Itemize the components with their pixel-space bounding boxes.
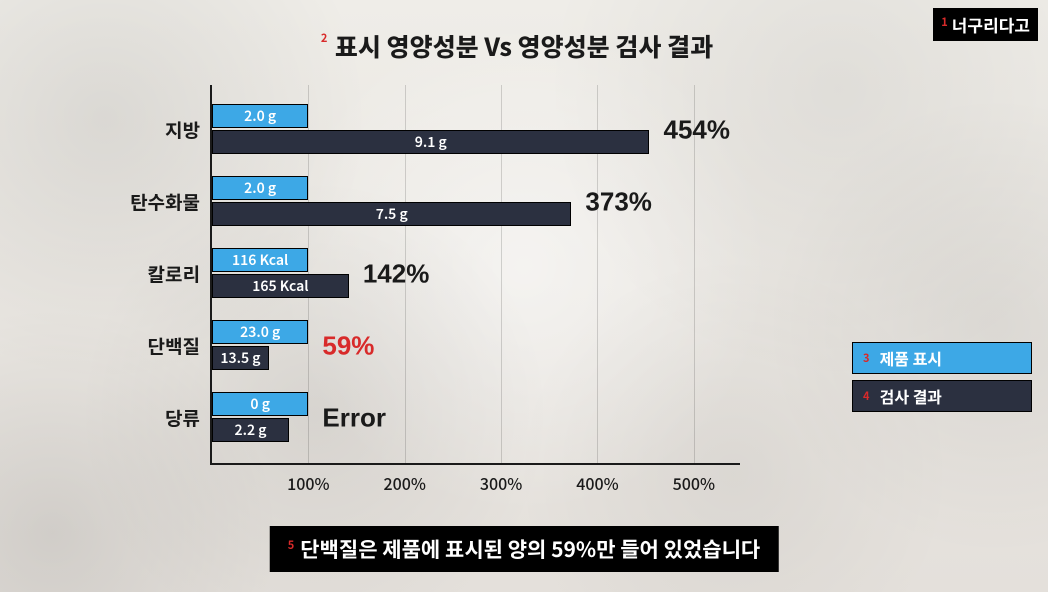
bar-labeled: 0 g xyxy=(212,392,308,416)
bar-tested: 7.5 g xyxy=(212,202,571,226)
caption-text: 단백질은 제품에 표시된 양의 59%만 들어 있었습니다 xyxy=(300,534,760,564)
x-tick-label: 500% xyxy=(673,471,715,495)
bar-labeled: 23.0 g xyxy=(212,320,308,344)
legend-marker: 3 xyxy=(863,350,870,366)
percent-label: 373% xyxy=(585,187,652,218)
chart-row: 당류0 g2.2 gError xyxy=(212,388,740,448)
category-label: 칼로리 xyxy=(80,261,200,288)
caption-bar: 5 단백질은 제품에 표시된 양의 59%만 들어 있었습니다 xyxy=(270,526,779,572)
bar-tested: 165 Kcal xyxy=(212,274,349,298)
chart-row: 지방2.0 g9.1 g454% xyxy=(212,100,740,160)
legend-label: 제품 표시 xyxy=(880,346,943,370)
x-tick-label: 200% xyxy=(384,471,426,495)
x-tick-label: 300% xyxy=(480,471,522,495)
bar-labeled: 2.0 g xyxy=(212,176,308,200)
bar-tested: 13.5 g xyxy=(212,346,269,370)
bar-labeled: 2.0 g xyxy=(212,104,308,128)
legend-item: 4 검사 결과 xyxy=(852,380,1032,412)
chart-row: 탄수화물2.0 g7.5 g373% xyxy=(212,172,740,232)
percent-label: 454% xyxy=(663,115,730,146)
percent-label: Error xyxy=(322,403,386,434)
bar-tested: 2.2 g xyxy=(212,418,289,442)
x-tick-label: 100% xyxy=(287,471,329,495)
caption-marker: 5 xyxy=(288,537,295,553)
legend-label: 검사 결과 xyxy=(880,384,943,408)
bar-tested: 9.1 g xyxy=(212,130,649,154)
category-label: 지방 xyxy=(80,117,200,144)
percent-label: 142% xyxy=(363,259,430,290)
legend-marker: 4 xyxy=(863,388,870,404)
x-tick-label: 400% xyxy=(576,471,618,495)
chart-title-wrap: 2 표시 영양성분 Vs 영양성분 검사 결과 xyxy=(0,28,1048,64)
category-label: 탄수화물 xyxy=(80,189,200,216)
category-label: 당류 xyxy=(80,405,200,432)
plot-area: 100%200%300%400%500%지방2.0 g9.1 g454%탄수화물… xyxy=(210,85,740,465)
chart-row: 단백질23.0 g13.5 g59% xyxy=(212,316,740,376)
legend: 3 제품 표시 4 검사 결과 xyxy=(852,342,1032,418)
bar-chart: 100%200%300%400%500%지방2.0 g9.1 g454%탄수화물… xyxy=(100,85,880,505)
chart-title: 2 표시 영양성분 Vs 영양성분 검사 결과 xyxy=(335,28,713,64)
title-marker: 2 xyxy=(321,30,328,46)
chart-row: 칼로리116 Kcal165 Kcal142% xyxy=(212,244,740,304)
legend-item: 3 제품 표시 xyxy=(852,342,1032,374)
bar-labeled: 116 Kcal xyxy=(212,248,308,272)
category-label: 단백질 xyxy=(80,333,200,360)
title-text: 표시 영양성분 Vs 영양성분 검사 결과 xyxy=(335,28,713,64)
percent-label: 59% xyxy=(322,331,374,362)
